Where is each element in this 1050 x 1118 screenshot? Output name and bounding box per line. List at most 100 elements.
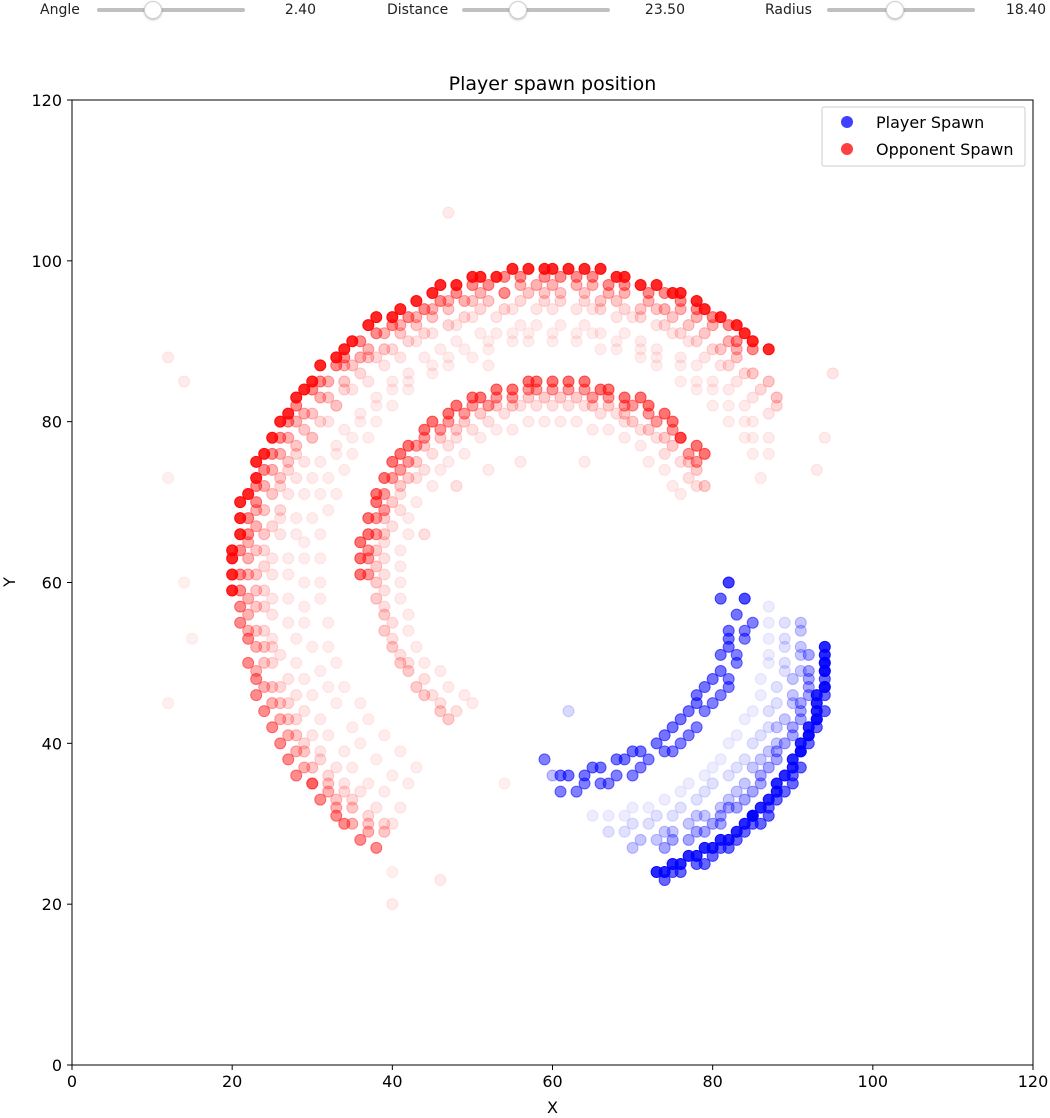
opponent-spawn-point <box>450 705 463 718</box>
player-spawn-point <box>746 761 759 774</box>
opponent-spawn-point <box>330 447 343 460</box>
x-axis: 0 20 40 60 80 100 120 <box>67 1065 1048 1091</box>
opponent-spawn-point <box>442 713 455 726</box>
opponent-spawn-point <box>666 423 679 436</box>
legend-box <box>821 106 1026 167</box>
player-spawn-point <box>666 745 679 758</box>
opponent-spawn-point <box>338 423 351 436</box>
opponent-spawn-point <box>322 681 335 694</box>
opponent-spawn-point <box>578 319 591 332</box>
opponent-spawn-point <box>306 431 319 444</box>
angle-slider-track[interactable] <box>97 1 245 19</box>
player-spawn-point <box>794 713 807 726</box>
y-tick-label: 100 <box>31 252 62 271</box>
opponent-spawn-point <box>586 423 599 436</box>
opponent-spawn-point <box>314 753 327 766</box>
legend-opponent-marker <box>841 143 853 155</box>
player-spawn-point <box>722 624 735 637</box>
player-spawn-point <box>674 713 687 726</box>
opponent-spawn-point <box>282 488 295 501</box>
player-spawn-point <box>770 737 783 750</box>
player-spawn-point <box>810 713 823 726</box>
slider-controls: Angle 2.40 Distance 23.50 Radius 18.40 <box>0 0 1050 24</box>
opponent-spawn-point <box>578 399 591 412</box>
opponent-spawn-point <box>290 745 303 758</box>
opponent-spawn-point <box>762 375 775 388</box>
player-spawn-point <box>762 801 775 814</box>
opponent-spawn-point <box>466 391 479 404</box>
opponent-spawn-point <box>322 415 335 428</box>
opponent-spawn-point <box>250 689 263 702</box>
player-spawn-point <box>602 809 615 822</box>
opponent-spawn-point <box>258 584 271 597</box>
opponent-spawn-point <box>330 399 343 412</box>
distance-slider-track[interactable] <box>462 1 610 19</box>
opponent-spawn-point <box>738 327 751 340</box>
opponent-spawn-point <box>610 295 623 308</box>
distance-slider-thumb[interactable] <box>509 1 528 19</box>
opponent-spawn-point <box>290 391 303 404</box>
opponent-spawn-point <box>250 480 263 492</box>
opponent-spawn-point <box>394 480 407 492</box>
opponent-spawn-point <box>298 383 311 396</box>
player-spawn-point <box>754 729 767 742</box>
opponent-spawn-point <box>362 568 375 581</box>
opponent-spawn-point <box>514 295 527 308</box>
radius-slider-thumb[interactable] <box>886 1 905 19</box>
opponent-spawn-point <box>442 407 455 420</box>
opponent-spawn-point <box>362 544 375 557</box>
opponent-spawn-point <box>650 303 663 316</box>
opponent-spawn-point <box>658 431 671 444</box>
opponent-spawn-point <box>290 769 303 782</box>
opponent-spawn-point <box>746 415 759 428</box>
opponent-spawn-point <box>250 520 263 533</box>
opponent-spawn-point <box>714 311 727 324</box>
opponent-spawn-point <box>754 383 767 396</box>
player-spawn-point <box>634 833 647 846</box>
angle-slider-thumb[interactable] <box>144 1 163 19</box>
opponent-spawn-point <box>418 423 431 436</box>
radius-slider-track[interactable] <box>827 1 975 19</box>
opponent-spawn-point <box>690 480 703 492</box>
player-spawn-point <box>762 705 775 718</box>
opponent-spawn-point <box>394 504 407 517</box>
opponent-spawn-point <box>738 399 751 412</box>
opponent-spawn-point <box>378 359 391 372</box>
opponent-spawn-point <box>354 415 367 428</box>
player-spawn-point <box>570 785 583 798</box>
opponent-spawn-point <box>602 399 615 412</box>
player-spawn-point <box>626 769 639 782</box>
opponent-spawn-point <box>474 407 487 420</box>
opponent-spawn-point <box>490 383 503 396</box>
y-axis-label: Y <box>0 577 19 588</box>
opponent-spawn-point <box>482 399 495 412</box>
opponent-spawn-point <box>322 729 335 742</box>
opponent-spawn-point <box>770 399 783 412</box>
opponent-spawn-point <box>434 423 447 436</box>
player-spawn-point <box>706 849 719 862</box>
opponent-spawn-point <box>722 383 735 396</box>
opponent-spawn-point <box>314 793 327 806</box>
opponent-spawn-point <box>306 512 319 525</box>
opponent-spawn-point <box>418 528 431 541</box>
opponent-spawn-point <box>394 327 407 340</box>
player-spawn-point <box>554 785 567 798</box>
opponent-spawn-point <box>290 689 303 702</box>
opponent-spawn-point <box>506 399 519 412</box>
opponent-spawn-point <box>442 295 455 308</box>
player-spawn-point <box>698 769 711 782</box>
opponent-spawn-point <box>578 262 591 275</box>
opponent-spawn-point <box>706 311 719 324</box>
distance-slider-value: 23.50 <box>644 2 685 18</box>
opponent-spawn-point <box>530 399 543 412</box>
opponent-spawn-point <box>226 552 239 565</box>
opponent-spawn-point <box>642 455 655 468</box>
player-spawn-point <box>738 713 751 726</box>
opponent-spawn-point <box>818 431 831 444</box>
opponent-spawn-point <box>266 656 279 669</box>
opponent-spawn-point <box>506 327 519 340</box>
opponent-spawn-point <box>290 512 303 525</box>
opponent-spawn-point <box>338 383 351 396</box>
opponent-spawn-point <box>330 801 343 814</box>
opponent-spawn-point <box>402 455 415 468</box>
